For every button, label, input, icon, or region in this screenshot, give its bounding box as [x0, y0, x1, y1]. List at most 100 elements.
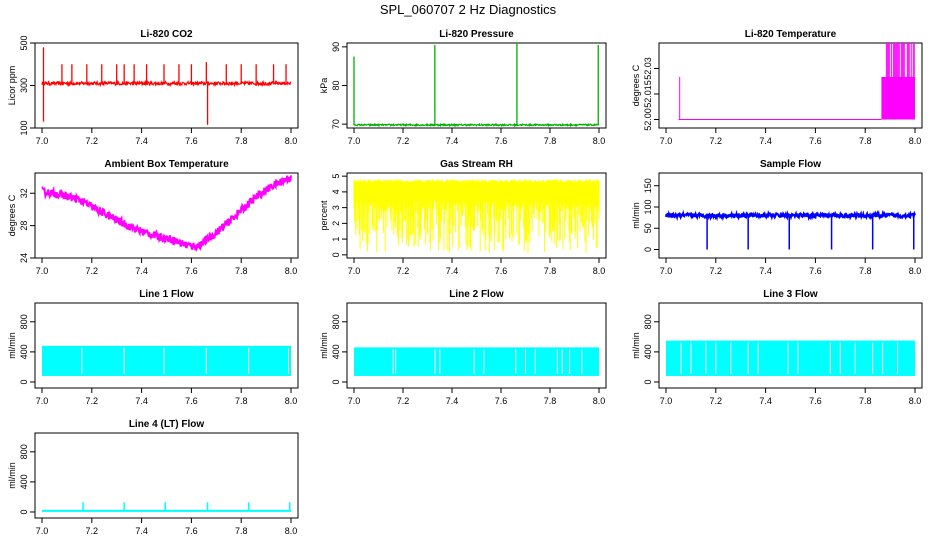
- y-tick-label: 800: [19, 314, 29, 329]
- y-tick-label: 100: [643, 199, 653, 214]
- x-tick-label: 7.0: [348, 266, 361, 276]
- x-tick-label: 7.8: [544, 266, 557, 276]
- x-tick-label: 7.4: [135, 136, 148, 146]
- panel-6: Line 1 Flow ml/min 7.0 7.2 7.4 7.6 7.8 8.0 0 400 8…: [7, 289, 299, 406]
- x-tick-label: 7.2: [86, 396, 99, 406]
- x-tick-label: 8.0: [593, 136, 606, 146]
- x-tick-label: 7.8: [544, 136, 557, 146]
- figure-title: SPL_060707 2 Hz Diagnostics: [379, 2, 557, 17]
- y-tick-label: 800: [331, 314, 341, 329]
- series-ambient: [41, 175, 292, 253]
- y-tick-label: 52.015: [643, 80, 653, 108]
- x-tick-label: 7.4: [446, 136, 459, 146]
- x-tick-label: 7.6: [809, 266, 822, 276]
- y-tick-label: 500: [19, 35, 29, 50]
- series-co2: [41, 47, 292, 125]
- x-tick-label: 8.0: [285, 136, 298, 146]
- x-tick-label: 7.0: [36, 136, 49, 146]
- y-tick-label: 0: [643, 379, 653, 384]
- panel-title: Line 1 Flow: [139, 289, 194, 300]
- panel-title: Line 4 (LT) Flow: [129, 419, 205, 430]
- y-tick-label: 0: [19, 379, 29, 384]
- series-line-2: [354, 347, 599, 376]
- y-tick-label: 300: [19, 78, 29, 93]
- series-line: [665, 209, 916, 222]
- x-tick-label: 7.2: [86, 266, 99, 276]
- x-tick-label: 7.2: [710, 136, 723, 146]
- series-line: [41, 79, 292, 88]
- y-tick-label: 800: [19, 444, 29, 459]
- y-tick-label: 800: [643, 314, 653, 329]
- x-tick-label: 7.4: [759, 396, 772, 406]
- x-tick-label: 7.4: [135, 266, 148, 276]
- x-tick-label: 7.0: [660, 266, 673, 276]
- x-tick-label: 7.4: [759, 266, 772, 276]
- y-axis-label: ml/min: [7, 332, 17, 359]
- y-tick-label: 400: [643, 344, 653, 359]
- x-tick-label: 7.6: [185, 526, 198, 536]
- panel-5: Sample Flow ml/min 7.0 7.2 7.4 7.6 7.8 8.0 0 50 10…: [631, 159, 923, 276]
- y-tick-label: 70: [331, 119, 341, 129]
- x-tick-label: 7.4: [135, 396, 148, 406]
- x-tick-label: 7.6: [809, 136, 822, 146]
- y-tick-label: 3: [331, 205, 341, 210]
- plot-frame: [658, 302, 923, 389]
- series-pressure: [353, 43, 600, 128]
- x-tick-label: 7.0: [36, 266, 49, 276]
- panel-0: Li-820 CO2 Licor ppm 7.0 7.2 7.4 7.6 7.8 8.0 100…: [7, 29, 299, 146]
- panel-title: Li-820 CO2: [140, 29, 193, 40]
- y-tick-label: 0: [331, 379, 341, 384]
- y-axis-label: ml/min: [631, 332, 641, 359]
- series-line-1: [42, 345, 291, 376]
- plot-frame: [346, 42, 607, 129]
- panel-title: Li-820 Temperature: [745, 29, 837, 40]
- series-sample: [665, 209, 916, 250]
- y-tick-label: 100: [19, 120, 29, 135]
- x-tick-label: 7.2: [710, 266, 723, 276]
- y-tick-label: 0: [331, 252, 341, 257]
- y-tick-label: 90: [331, 42, 341, 52]
- x-tick-label: 7.0: [348, 396, 361, 406]
- y-tick-label: 80: [331, 80, 341, 90]
- y-tick-label: 50: [643, 223, 653, 233]
- y-tick-label: 150: [643, 178, 653, 193]
- y-tick-label: 5: [331, 174, 341, 179]
- y-tick-label: 24: [19, 253, 29, 263]
- x-tick-label: 7.4: [446, 266, 459, 276]
- plot-frame: [346, 302, 607, 389]
- x-tick-label: 7.4: [759, 136, 772, 146]
- x-tick-label: 8.0: [909, 266, 922, 276]
- x-tick-label: 7.8: [859, 396, 872, 406]
- y-tick-label: 1: [331, 237, 341, 242]
- x-tick-label: 7.6: [495, 266, 508, 276]
- panel-4: Gas Stream RH percent 7.0 7.2 7.4 7.6 7.8 8.0 0 1…: [319, 159, 607, 276]
- x-tick-label: 7.0: [36, 526, 49, 536]
- series-line: [353, 179, 600, 254]
- series-temperature: [678, 43, 915, 120]
- panel-8: Line 3 Flow ml/min 7.0 7.2 7.4 7.6 7.8 8.0 0 400 8…: [631, 289, 923, 406]
- panel-title: Line 2 Flow: [449, 289, 504, 300]
- x-tick-label: 7.8: [859, 266, 872, 276]
- y-tick-label: 0: [19, 509, 29, 514]
- panel-title: Ambient Box Temperature: [104, 159, 229, 170]
- y-tick-label: 400: [19, 344, 29, 359]
- y-tick-label: 400: [19, 474, 29, 489]
- y-axis-label: ml/min: [631, 202, 641, 229]
- y-axis-label: ml/min: [7, 462, 17, 489]
- y-axis-label: degrees C: [631, 64, 641, 106]
- x-tick-label: 7.6: [809, 396, 822, 406]
- series-line-4-lt-: [42, 502, 291, 512]
- plot-frame: [34, 302, 299, 389]
- y-tick-label: 4: [331, 189, 341, 194]
- y-tick-label: 28: [19, 221, 29, 231]
- panel-title: Line 3 Flow: [763, 289, 818, 300]
- x-tick-label: 8.0: [593, 266, 606, 276]
- x-tick-label: 7.2: [86, 136, 99, 146]
- plot-frame: [34, 172, 299, 259]
- y-tick-label: 400: [331, 344, 341, 359]
- x-tick-label: 7.6: [495, 136, 508, 146]
- panel-3: Ambient Box Temperature degrees C 7.0 7.2 7.…: [7, 159, 299, 276]
- y-tick-label: 0: [643, 247, 653, 252]
- series-rh: [353, 179, 600, 254]
